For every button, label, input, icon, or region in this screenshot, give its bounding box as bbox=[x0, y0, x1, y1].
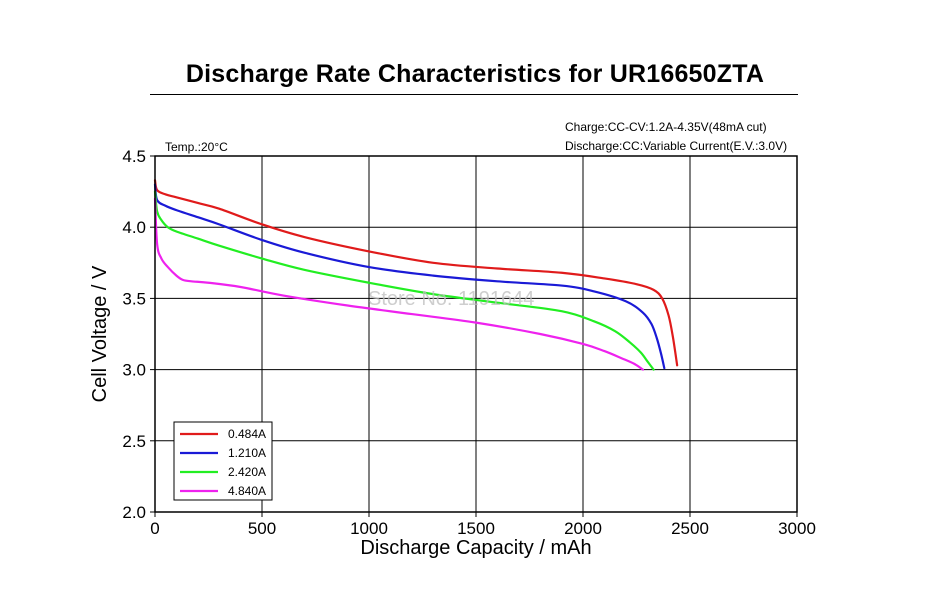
y-tick-label: 4.5 bbox=[122, 147, 146, 166]
title-underline bbox=[150, 94, 798, 95]
x-tick-label: 2000 bbox=[564, 519, 602, 538]
x-tick-label: 500 bbox=[248, 519, 276, 538]
x-axis-label: Discharge Capacity / mAh bbox=[360, 537, 591, 559]
discharge-note: Discharge:CC:Variable Current(E.V.:3.0V) bbox=[565, 139, 787, 153]
y-tick-label: 2.0 bbox=[122, 503, 146, 522]
temperature-note: Temp.:20°C bbox=[165, 140, 228, 154]
legend-label-2-420A: 2.420A bbox=[228, 465, 266, 479]
legend: 0.484A 1.210A 2.420A 4.840A bbox=[173, 421, 273, 501]
series-line-1-210A bbox=[153, 183, 666, 370]
series-line-4-840A bbox=[153, 197, 645, 371]
y-axis-label: Cell Voltage / V bbox=[89, 265, 111, 402]
legend-label-4-840A: 4.840A bbox=[228, 484, 266, 498]
legend-label-0-484A: 0.484A bbox=[228, 427, 266, 441]
x-tick-label: 1500 bbox=[457, 519, 495, 538]
y-tick-label: 3.0 bbox=[122, 361, 146, 380]
x-tick-label: 3000 bbox=[778, 519, 816, 538]
legend-label-1-210A: 1.210A bbox=[228, 446, 266, 460]
chart-title: Discharge Rate Characteristics for UR166… bbox=[185, 60, 765, 88]
series-line-0-484A bbox=[153, 179, 679, 367]
y-tick-label: 4.0 bbox=[122, 218, 146, 237]
x-tick-label: 0 bbox=[150, 519, 159, 538]
y-tick-label: 2.5 bbox=[122, 432, 146, 451]
legend-items: 0.484A 1.210A 2.420A 4.840A bbox=[180, 427, 266, 498]
charge-note: Charge:CC-CV:1.2A-4.35V(48mA cut) bbox=[565, 120, 767, 134]
series-layer bbox=[153, 179, 679, 371]
x-tick-label: 1000 bbox=[350, 519, 388, 538]
grid-layer bbox=[155, 156, 797, 512]
series-line-2-420A bbox=[153, 190, 655, 371]
x-tick-label: 2500 bbox=[671, 519, 709, 538]
tick-layer: 0 500 1000 1500 2000 2500 3000 2.0 2.5 3.0 3.5 4.0 4… bbox=[122, 147, 816, 538]
y-tick-label: 3.5 bbox=[122, 289, 146, 308]
watermark-text: Store No. 1191644 bbox=[368, 288, 534, 310]
